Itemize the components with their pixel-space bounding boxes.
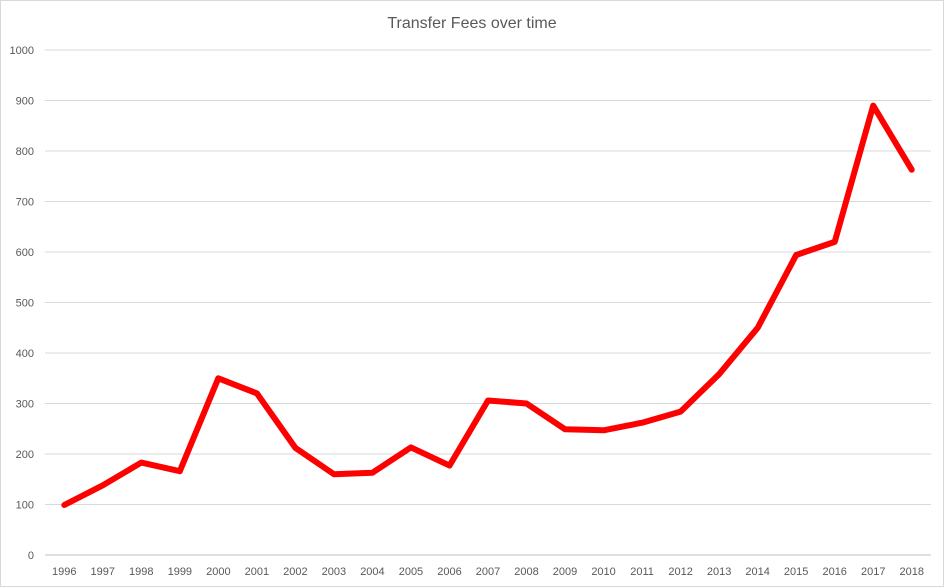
series-line	[61, 102, 915, 508]
x-tick-label: 2015	[784, 566, 808, 578]
y-tick-label: 100	[16, 500, 34, 512]
x-tick-label: 2013	[707, 566, 731, 578]
x-tick-label: 1999	[168, 566, 192, 578]
x-tick-label: 2014	[745, 566, 769, 578]
x-axis-ticks: 1996 1997 1998 1999 2000 2001 2002 2003 2004 2005…	[52, 566, 924, 578]
chart-title: Transfer Fees over time	[387, 15, 556, 32]
y-tick-label: 0	[28, 550, 34, 562]
y-tick-label: 800	[16, 146, 34, 158]
y-axis-ticks: 0 100 200 300 400 500 600 700 800 900 1000	[10, 45, 34, 562]
x-tick-label: 2016	[822, 566, 846, 578]
x-tick-label: 2018	[899, 566, 923, 578]
y-tick-label: 600	[16, 247, 34, 259]
y-tick-label: 200	[16, 449, 34, 461]
x-tick-label: 1997	[91, 566, 115, 578]
x-tick-label: 2003	[322, 566, 346, 578]
x-tick-label: 2006	[437, 566, 461, 578]
x-tick-label: 2009	[553, 566, 577, 578]
x-tick-label: 2012	[668, 566, 692, 578]
x-tick-label: 2010	[591, 566, 615, 578]
x-tick-label: 1996	[52, 566, 76, 578]
y-tick-label: 900	[16, 96, 34, 108]
series-lines	[61, 102, 915, 508]
y-tick-label: 700	[16, 197, 34, 209]
y-tick-label: 400	[16, 348, 34, 360]
x-tick-label: 2007	[476, 566, 500, 578]
y-tick-label: 1000	[10, 45, 34, 57]
x-tick-label: 2008	[514, 566, 538, 578]
x-tick-label: 2004	[360, 566, 384, 578]
x-tick-label: 2000	[206, 566, 230, 578]
x-tick-label: 2011	[630, 566, 654, 578]
x-tick-label: 2002	[283, 566, 307, 578]
x-tick-label: 1998	[129, 566, 153, 578]
gridlines	[45, 49, 931, 556]
x-tick-label: 2001	[245, 566, 269, 578]
y-tick-label: 500	[16, 298, 34, 310]
x-tick-label: 2017	[861, 566, 885, 578]
x-tick-label: 2005	[399, 566, 423, 578]
y-tick-label: 300	[16, 399, 34, 411]
